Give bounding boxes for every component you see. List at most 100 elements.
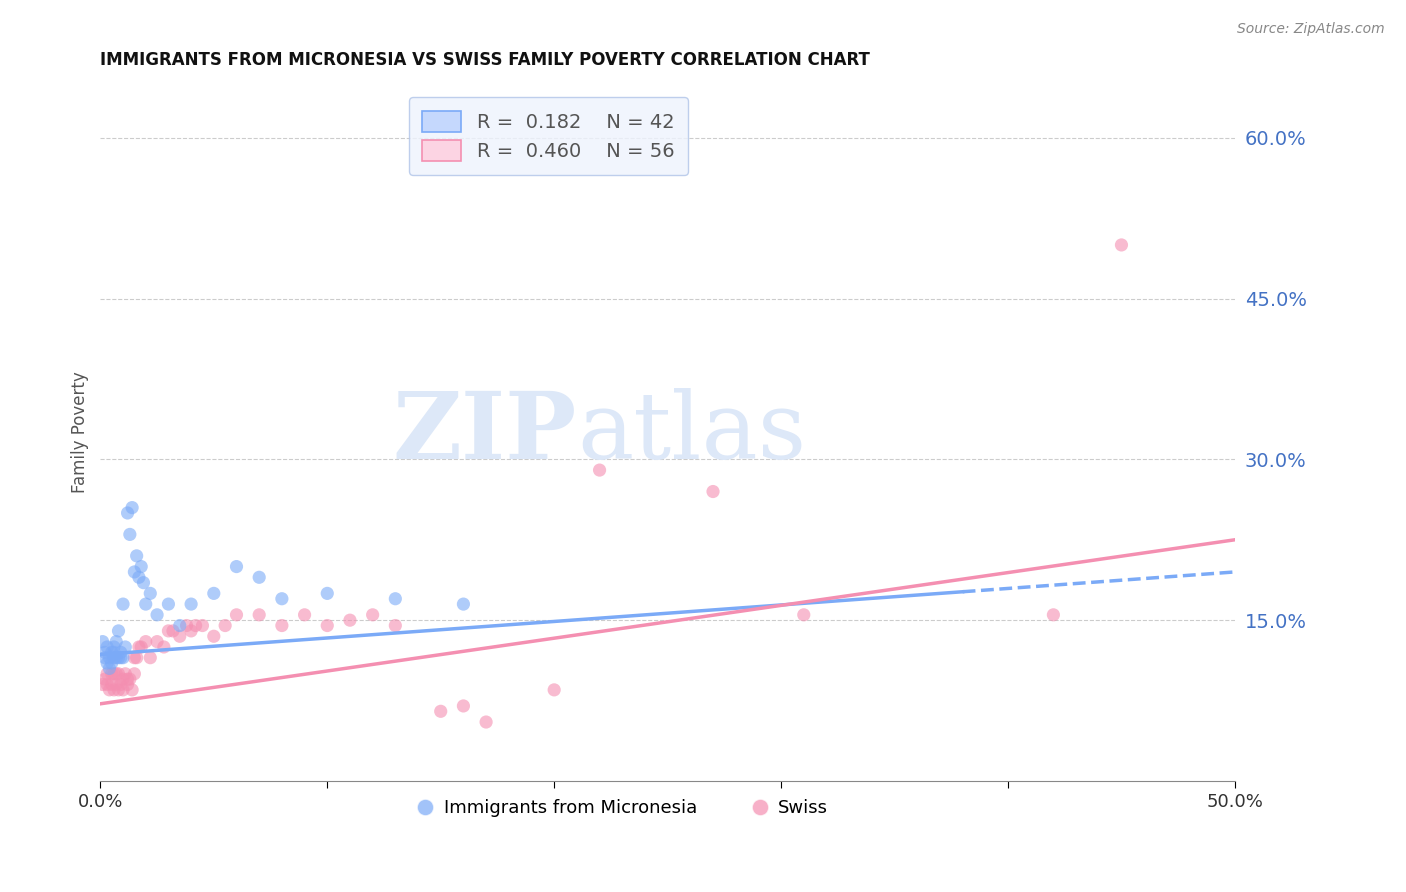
Point [112,597,135,611]
Point [110,645,132,659]
Point [103,666,125,681]
Point [110,677,132,691]
Point [339,613,361,627]
Point [98,650,121,665]
Point [103,682,125,697]
Point [176,618,198,632]
Legend: Immigrants from Micronesia, Swiss: Immigrants from Micronesia, Swiss [409,792,835,824]
Text: atlas: atlas [576,387,806,477]
Point [124,565,146,579]
Point [91,677,114,691]
Point [103,650,125,665]
Point [105,650,128,665]
Point [107,650,129,665]
Text: IMMIGRANTS FROM MICRONESIA VS SWISS FAMILY POVERTY CORRELATION CHART: IMMIGRANTS FROM MICRONESIA VS SWISS FAMI… [100,51,870,69]
Point [191,618,214,632]
Point [588,463,610,477]
Point [103,645,125,659]
Point [146,607,169,622]
Point [117,506,139,520]
Point [98,661,121,675]
Point [453,698,475,713]
Point [132,575,155,590]
Point [110,650,132,665]
Point [94,672,117,686]
Point [214,618,236,632]
Text: Source: ZipAtlas.com: Source: ZipAtlas.com [1237,22,1385,37]
Point [105,677,128,691]
Point [146,634,169,648]
Point [114,640,136,654]
Point [121,682,143,697]
Point [294,607,316,622]
Point [94,645,117,659]
Point [157,597,180,611]
Point [225,607,247,622]
Point [361,607,384,622]
Point [139,650,162,665]
Point [107,682,129,697]
Point [270,591,292,606]
Point [475,714,498,729]
Point [117,677,139,691]
Point [107,666,129,681]
Point [139,586,162,600]
Point [429,704,451,718]
Point [157,624,180,638]
Point [100,666,122,681]
Point [180,597,202,611]
Y-axis label: Family Poverty: Family Poverty [72,372,89,493]
Point [96,677,118,691]
Point [247,607,270,622]
Point [702,484,724,499]
Point [128,570,150,584]
Point [100,645,122,659]
Point [247,570,270,584]
Point [1042,607,1064,622]
Point [453,597,475,611]
Point [180,624,202,638]
Point [129,640,152,654]
Point [96,666,118,681]
Point [135,597,157,611]
Point [793,607,815,622]
Point [125,549,148,563]
Point [114,666,136,681]
Point [103,640,125,654]
Point [117,672,139,686]
Point [105,666,128,681]
Point [96,656,118,670]
Point [91,634,114,648]
Point [100,656,122,670]
Point [169,629,191,643]
Point [94,650,117,665]
Point [124,650,146,665]
Point [112,672,135,686]
Point [384,591,406,606]
Point [112,682,135,697]
Point [153,640,176,654]
Point [202,629,225,643]
Point [96,640,118,654]
Point [129,559,152,574]
Point [124,666,146,681]
Point [98,682,121,697]
Point [128,640,150,654]
Point [316,618,339,632]
Point [105,634,128,648]
Point [112,650,135,665]
Point [270,618,292,632]
Point [125,650,148,665]
Text: ZIP: ZIP [392,387,576,477]
Point [121,500,143,515]
Point [225,559,247,574]
Point [543,682,565,697]
Point [169,618,191,632]
Point [316,586,339,600]
Point [202,586,225,600]
Point [135,634,157,648]
Point [118,672,141,686]
Point [1111,238,1133,252]
Point [384,618,406,632]
Point [162,624,184,638]
